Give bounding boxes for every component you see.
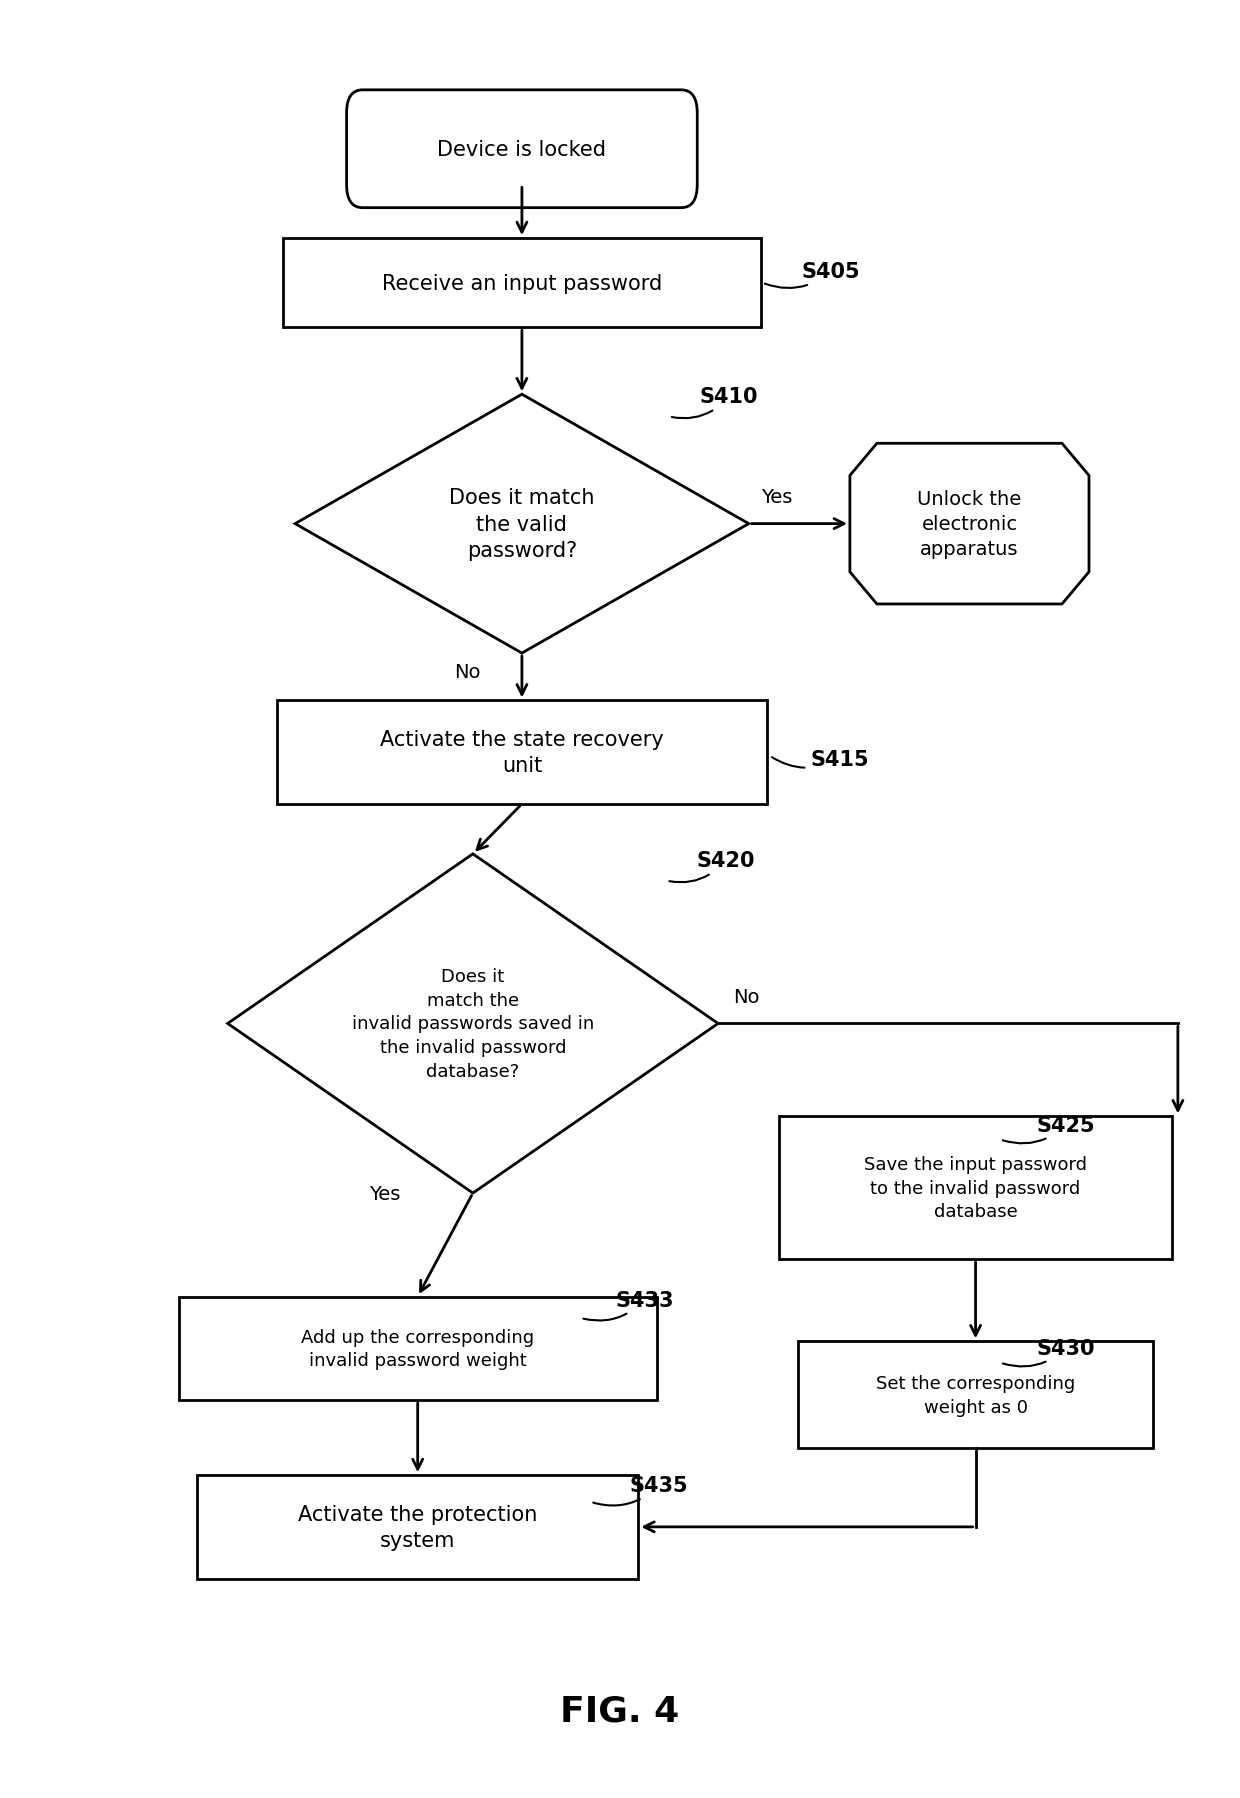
Text: Yes: Yes <box>368 1185 401 1203</box>
FancyBboxPatch shape <box>283 239 761 327</box>
Polygon shape <box>228 854 718 1194</box>
Text: S415: S415 <box>773 750 869 770</box>
FancyBboxPatch shape <box>797 1341 1153 1449</box>
Text: Does it match
the valid
password?: Does it match the valid password? <box>449 487 595 561</box>
Text: Activate the protection
system: Activate the protection system <box>298 1503 537 1550</box>
Text: S425: S425 <box>1003 1115 1095 1144</box>
FancyBboxPatch shape <box>346 90 697 209</box>
Text: S405: S405 <box>765 263 861 289</box>
Polygon shape <box>295 396 749 654</box>
Text: Device is locked: Device is locked <box>438 140 606 160</box>
Text: S433: S433 <box>584 1289 673 1322</box>
FancyBboxPatch shape <box>179 1296 657 1401</box>
Text: Set the corresponding
weight as 0: Set the corresponding weight as 0 <box>875 1374 1075 1415</box>
Text: No: No <box>455 663 481 681</box>
Text: S430: S430 <box>1003 1338 1095 1366</box>
Text: Does it
match the
invalid passwords saved in
the invalid password
database?: Does it match the invalid passwords save… <box>352 967 594 1081</box>
FancyBboxPatch shape <box>277 701 768 804</box>
Polygon shape <box>849 444 1089 604</box>
Text: Activate the state recovery
unit: Activate the state recovery unit <box>379 730 663 777</box>
Text: S435: S435 <box>593 1476 688 1505</box>
Text: S410: S410 <box>672 387 758 419</box>
Text: Save the input password
to the invalid password
database: Save the input password to the invalid p… <box>864 1156 1087 1221</box>
Text: Add up the corresponding
invalid password weight: Add up the corresponding invalid passwor… <box>301 1327 534 1370</box>
Text: Unlock the
electronic
apparatus: Unlock the electronic apparatus <box>918 489 1022 559</box>
Text: No: No <box>733 987 759 1007</box>
FancyBboxPatch shape <box>780 1117 1172 1259</box>
Text: Yes: Yes <box>761 487 792 507</box>
Text: FIG. 4: FIG. 4 <box>560 1694 680 1728</box>
FancyBboxPatch shape <box>197 1476 639 1579</box>
Text: Receive an input password: Receive an input password <box>382 273 662 293</box>
Text: S420: S420 <box>670 850 754 883</box>
